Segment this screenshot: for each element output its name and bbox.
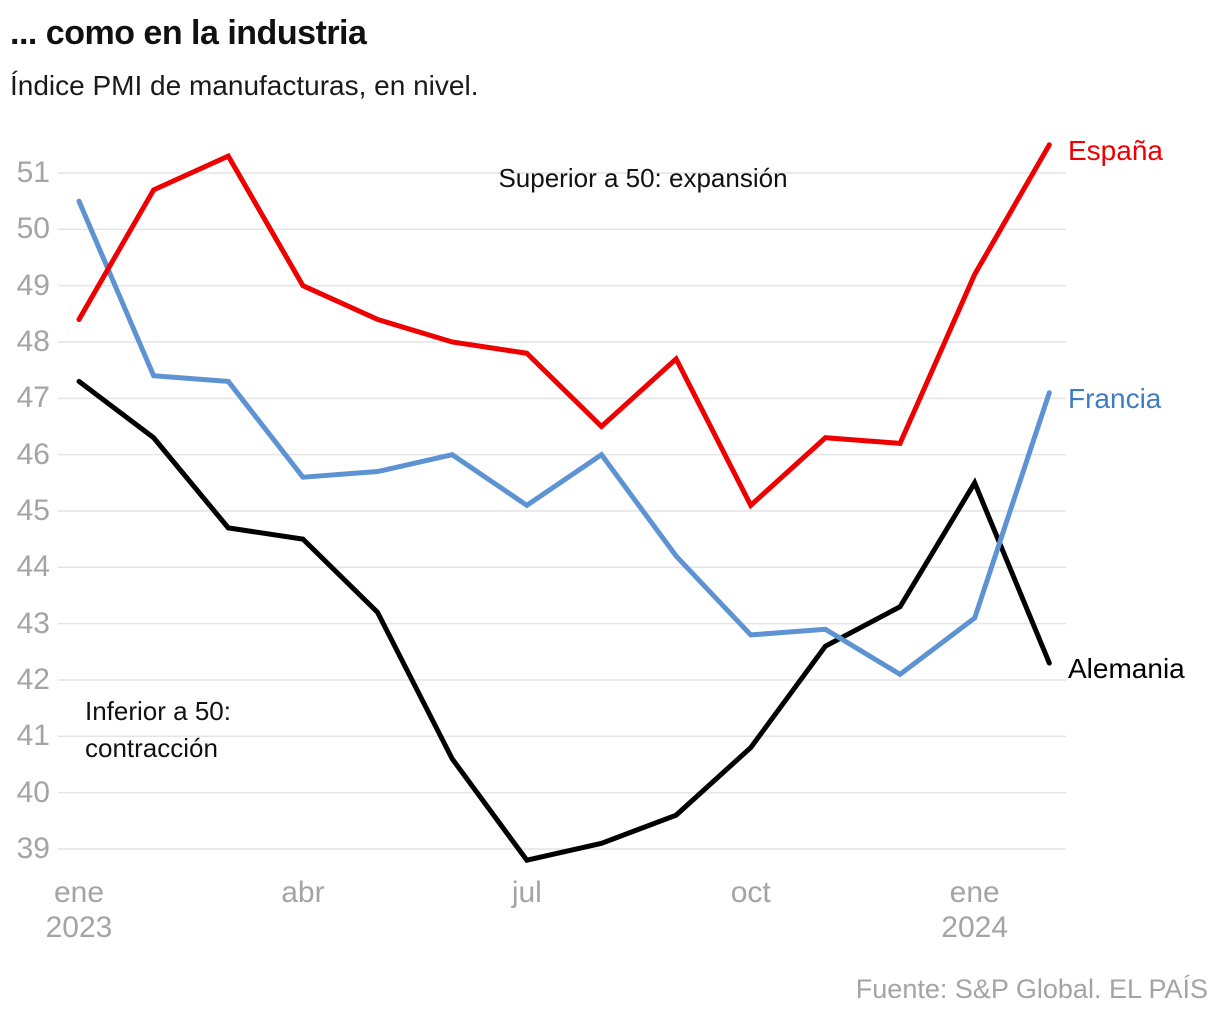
y-tick-label: 48 (16, 324, 50, 358)
y-tick-label: 40 (16, 775, 50, 809)
x-tick-label: ene (949, 876, 1000, 909)
series-label-espana: España (1068, 134, 1163, 166)
y-tick-label: 41 (16, 719, 50, 753)
line-francia (76, 198, 1052, 678)
y-tick-label: 50 (16, 212, 50, 246)
annotation-contraction: Inferior a 50: contracción (85, 696, 231, 763)
source-credit: Fuente: S&P Global. EL PAÍS (855, 974, 1208, 1004)
y-tick-label: 47 (16, 381, 50, 415)
x-tick-label: jul (511, 876, 542, 909)
y-tick-label: 49 (16, 268, 50, 302)
x-tick-label: abr (281, 876, 325, 909)
y-tick-label: 43 (16, 606, 50, 640)
series-label-alemania: Alemania (1068, 653, 1185, 685)
annotation-expansion: Superior a 50: expansión (498, 163, 788, 193)
chart-title: ... como en la industria (10, 14, 367, 52)
y-tick-label: 44 (16, 550, 50, 584)
y-tick-label: 42 (16, 662, 50, 696)
y-tick-label: 51 (16, 156, 50, 189)
chart-subtitle: Índice PMI de manufacturas, en nivel. (10, 70, 479, 101)
line-alemania (76, 378, 1052, 864)
x-tick-label: oct (730, 876, 771, 909)
y-tick-label: 45 (16, 493, 50, 527)
y-tick-label: 39 (16, 831, 50, 865)
x-tick-year: 2024 (941, 911, 1009, 944)
series-label-francia: Francia (1068, 382, 1162, 414)
x-tick-label: ene (53, 876, 105, 909)
line-espana (76, 142, 1052, 510)
x-tick-year: 2023 (45, 911, 113, 944)
y-tick-label: 46 (16, 437, 50, 471)
